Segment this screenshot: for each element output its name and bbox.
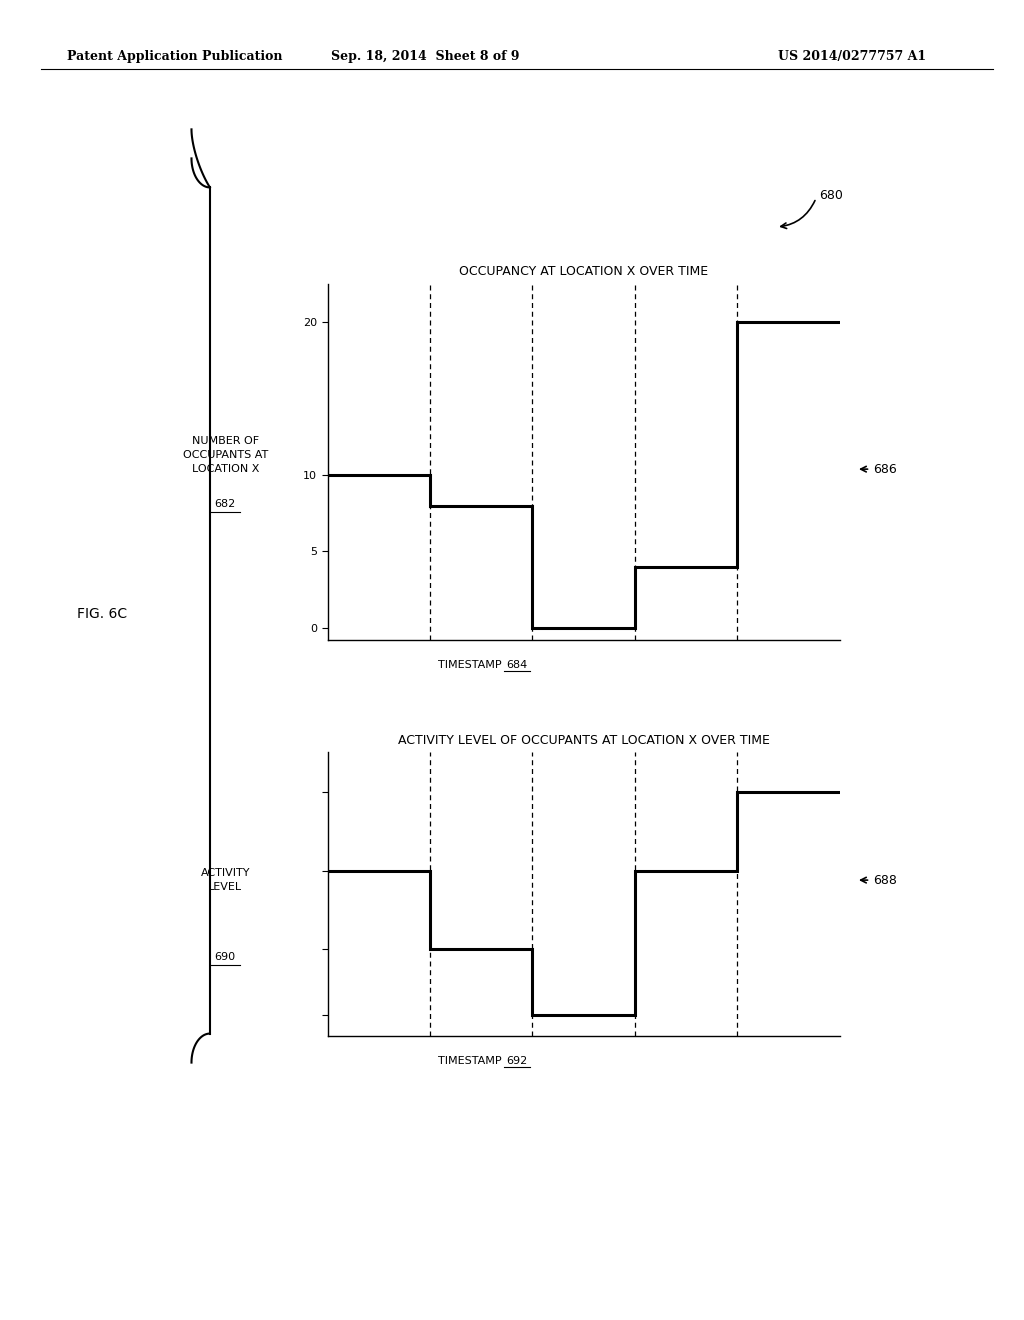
Text: US 2014/0277757 A1: US 2014/0277757 A1 — [778, 50, 927, 63]
Text: TIMESTAMP: TIMESTAMP — [438, 660, 502, 671]
Text: ACTIVITY
LEVEL: ACTIVITY LEVEL — [201, 869, 250, 892]
Text: 686: 686 — [873, 462, 897, 475]
Text: Sep. 18, 2014  Sheet 8 of 9: Sep. 18, 2014 Sheet 8 of 9 — [331, 50, 519, 63]
Title: OCCUPANCY AT LOCATION X OVER TIME: OCCUPANCY AT LOCATION X OVER TIME — [459, 265, 709, 279]
Text: 680: 680 — [819, 189, 843, 202]
Text: 690: 690 — [215, 952, 236, 962]
Text: 692: 692 — [507, 1056, 527, 1067]
Text: 682: 682 — [215, 499, 236, 510]
Text: TIMESTAMP: TIMESTAMP — [438, 1056, 502, 1067]
Text: 684: 684 — [507, 660, 527, 671]
Title: ACTIVITY LEVEL OF OCCUPANTS AT LOCATION X OVER TIME: ACTIVITY LEVEL OF OCCUPANTS AT LOCATION … — [397, 734, 770, 747]
Text: NUMBER OF
OCCUPANTS AT
LOCATION X: NUMBER OF OCCUPANTS AT LOCATION X — [182, 437, 268, 474]
Text: Patent Application Publication: Patent Application Publication — [67, 50, 282, 63]
Text: 688: 688 — [873, 874, 897, 887]
Text: FIG. 6C: FIG. 6C — [77, 607, 127, 620]
